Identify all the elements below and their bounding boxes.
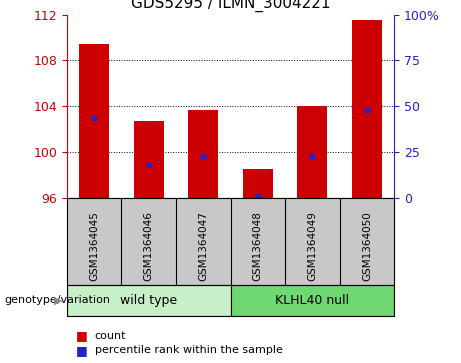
Bar (297, 106, 327, 198)
Bar (188, 110, 218, 198)
Bar (67, 285, 230, 316)
Text: ■: ■ (76, 344, 88, 357)
Text: ▶: ▶ (54, 295, 62, 305)
Text: percentile rank within the sample: percentile rank within the sample (95, 345, 283, 355)
Bar (352, 20, 382, 198)
Text: ■: ■ (76, 329, 88, 342)
Bar (243, 169, 273, 198)
Title: GDS5295 / ILMN_3004221: GDS5295 / ILMN_3004221 (131, 0, 330, 12)
Bar (79, 44, 109, 198)
Text: GSM1364045: GSM1364045 (89, 211, 99, 281)
Bar (134, 121, 164, 198)
Text: GSM1364049: GSM1364049 (307, 211, 317, 281)
Text: GSM1364050: GSM1364050 (362, 211, 372, 281)
Text: GSM1364047: GSM1364047 (198, 211, 208, 281)
Text: genotype/variation: genotype/variation (5, 295, 111, 305)
Text: GSM1364046: GSM1364046 (144, 211, 154, 281)
Text: GSM1364048: GSM1364048 (253, 211, 263, 281)
Text: KLHL40 null: KLHL40 null (275, 294, 349, 307)
Text: count: count (95, 331, 126, 341)
Text: wild type: wild type (120, 294, 177, 307)
Bar (230, 285, 394, 316)
